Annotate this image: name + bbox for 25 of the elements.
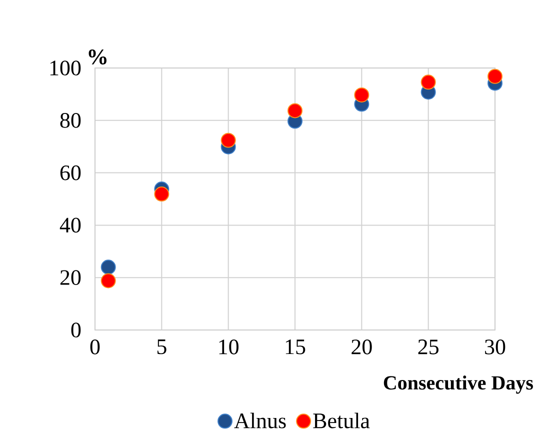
x-tick-label: 20: [352, 340, 372, 354]
x-tick-label: 10: [219, 340, 238, 354]
legend-label: Alnus: [234, 412, 286, 428]
y-tick-label: 60: [60, 165, 81, 180]
x-tick-label: 25: [418, 340, 438, 354]
x-axis-title: Consecutive Days: [384, 376, 533, 394]
point: [154, 186, 170, 202]
x-tick-label: 5: [157, 340, 166, 354]
y-tick-label: 100: [50, 60, 81, 76]
point: [420, 74, 436, 90]
x-tick-label: 30: [485, 340, 506, 354]
point: [220, 132, 236, 148]
y-tick-label: 0: [71, 322, 81, 338]
y-tick-label: 40: [60, 218, 81, 233]
y-axis-title: %: [88, 50, 106, 64]
legend-label: Betula: [313, 412, 370, 428]
point: [100, 273, 116, 288]
x-tick-label: 15: [286, 340, 306, 354]
point: [488, 68, 502, 84]
point: [354, 87, 370, 102]
point: [288, 103, 302, 118]
y-tick-label: 80: [60, 112, 81, 128]
y-tick-label: 20: [60, 270, 81, 286]
point: [100, 260, 116, 275]
x-tick-label: 0: [90, 340, 100, 354]
